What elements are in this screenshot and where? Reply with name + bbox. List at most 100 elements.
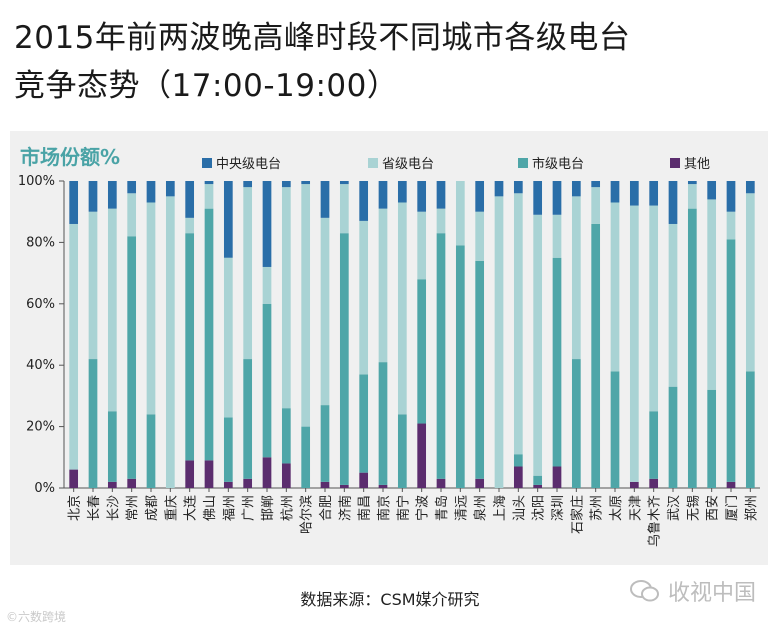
bar-segment-3 — [204, 181, 214, 185]
x-tick-label: 太原 — [609, 495, 624, 521]
legend-swatch-provincial — [368, 157, 378, 168]
bar-segment-1 — [223, 417, 233, 482]
bar-segment-1 — [513, 454, 523, 467]
bar-segment-0 — [107, 481, 117, 488]
bar-segment-3 — [745, 181, 755, 194]
x-tick-label: 邯郸 — [261, 495, 276, 521]
bar-segment-3 — [69, 181, 79, 224]
bar-segment-2 — [397, 202, 407, 415]
x-tick-label: 西安 — [706, 495, 721, 521]
x-tick-label: 哈尔滨 — [299, 495, 315, 534]
bar-segment-1 — [726, 239, 736, 482]
x-tick-label: 无锡 — [686, 495, 701, 521]
bar-segment-0 — [552, 466, 562, 488]
bar-segment-3 — [687, 181, 697, 185]
bar-segment-2 — [707, 199, 717, 390]
watermark-right-text: 收视中国 — [667, 581, 756, 606]
bar-segment-0 — [320, 481, 330, 488]
bar-segment-3 — [436, 181, 446, 209]
legend: 中央级电台 省级电台 市级电台 其他 — [10, 153, 768, 173]
bar-segment-0 — [339, 484, 349, 488]
bar-segment-3 — [417, 181, 427, 212]
stacked-bar-chart: 0% 20% 40% 60% 80% 100% 北京 长春 长沙 常州 成都 重庆 大连 佛山 福州 广州 邯郸… — [18, 174, 760, 547]
x-tick-label: 佛山 — [203, 495, 218, 521]
x-tick-label: 北京 — [68, 495, 83, 521]
bar-segment-2 — [513, 193, 523, 455]
chart-title-line2: 竞争态势（17:00-19:00） — [14, 68, 399, 104]
bar-segment-0 — [533, 484, 543, 488]
legend-label-other: 其他 — [684, 157, 711, 172]
bar-segment-1 — [301, 426, 311, 488]
bar-segment-3 — [610, 181, 620, 203]
bar-segment-3 — [591, 181, 601, 188]
bar-segment-3 — [107, 181, 117, 209]
bar-segment-1 — [552, 257, 562, 467]
bar-segment-3 — [262, 181, 272, 267]
y-tick-label: 20% — [26, 420, 55, 435]
bar-segment-1 — [649, 411, 659, 479]
x-tick-label: 沈阳 — [532, 495, 547, 521]
bar-segment-2 — [339, 184, 349, 234]
bar-segment-1 — [262, 303, 272, 458]
y-tick-label: 60% — [26, 297, 55, 312]
watermark-left: ©六数跨境 — [6, 610, 67, 624]
bar-segment-1 — [417, 279, 427, 424]
bar-segment-2 — [533, 214, 543, 476]
bar-segment-3 — [629, 181, 639, 206]
bar-segment-2 — [69, 223, 79, 470]
bar-segment-3 — [397, 181, 407, 203]
bar-segment-3 — [378, 181, 388, 209]
bar-segment-2 — [107, 208, 117, 412]
x-tick-label: 深圳 — [551, 495, 566, 521]
x-tick-label: 南宁 — [395, 495, 411, 521]
legend-item-other: 其他 — [670, 153, 710, 172]
bar-segment-0 — [185, 460, 195, 488]
bar-segment-3 — [552, 181, 562, 215]
watermark-right: 收视中国 — [629, 575, 756, 607]
bar-segment-3 — [320, 181, 330, 218]
x-tick-label: 石家庄 — [569, 495, 585, 534]
bar-segment-2 — [262, 266, 272, 304]
x-tick-label: 大连 — [183, 495, 199, 521]
bar-segment-2 — [687, 184, 697, 209]
bar-segment-2 — [185, 217, 195, 234]
bar-segment-1 — [397, 414, 407, 488]
bar-segment-2 — [668, 223, 678, 387]
bar-segment-1 — [88, 359, 98, 488]
bar-segment-1 — [107, 411, 117, 482]
bar-segment-1 — [359, 374, 369, 473]
bar-segment-2 — [436, 208, 446, 234]
bar-segment-3 — [127, 181, 137, 194]
x-tick-label: 合肥 — [319, 495, 334, 521]
bar-segment-2 — [359, 220, 369, 375]
bar-segment-3 — [533, 181, 543, 215]
bar-segment-1 — [378, 362, 388, 485]
bar-segment-1 — [668, 386, 678, 488]
bar-segment-3 — [281, 181, 291, 188]
x-tick-label: 青岛 — [434, 495, 450, 521]
bar-segment-1 — [455, 245, 465, 488]
bar-segment-2 — [552, 214, 562, 258]
bar-segment-2 — [127, 193, 137, 237]
bar-segment-1 — [320, 405, 330, 482]
bar-segment-1 — [281, 408, 291, 464]
bar-segment-2 — [610, 202, 620, 372]
bar-segment-0 — [69, 469, 79, 488]
bar-segment-1 — [571, 359, 581, 488]
bar-segment-3 — [726, 181, 736, 212]
x-tick-label: 宁波 — [415, 495, 431, 521]
x-tick-label: 汕头 — [512, 495, 527, 521]
bar-segment-2 — [204, 184, 214, 209]
bar-segment-1 — [146, 414, 156, 488]
bar-segment-2 — [494, 196, 504, 488]
x-tick-label: 南京 — [376, 495, 392, 521]
bar-segment-3 — [223, 181, 233, 258]
bar-segment-0 — [378, 484, 388, 488]
bar-segment-3 — [146, 181, 156, 203]
bar-segment-3 — [475, 181, 485, 212]
bar-segment-2 — [88, 211, 98, 360]
bar-segment-0 — [513, 466, 523, 488]
bar-segment-2 — [591, 187, 601, 224]
bar-segment-1 — [436, 233, 446, 479]
x-tick-label: 天津 — [628, 495, 643, 521]
